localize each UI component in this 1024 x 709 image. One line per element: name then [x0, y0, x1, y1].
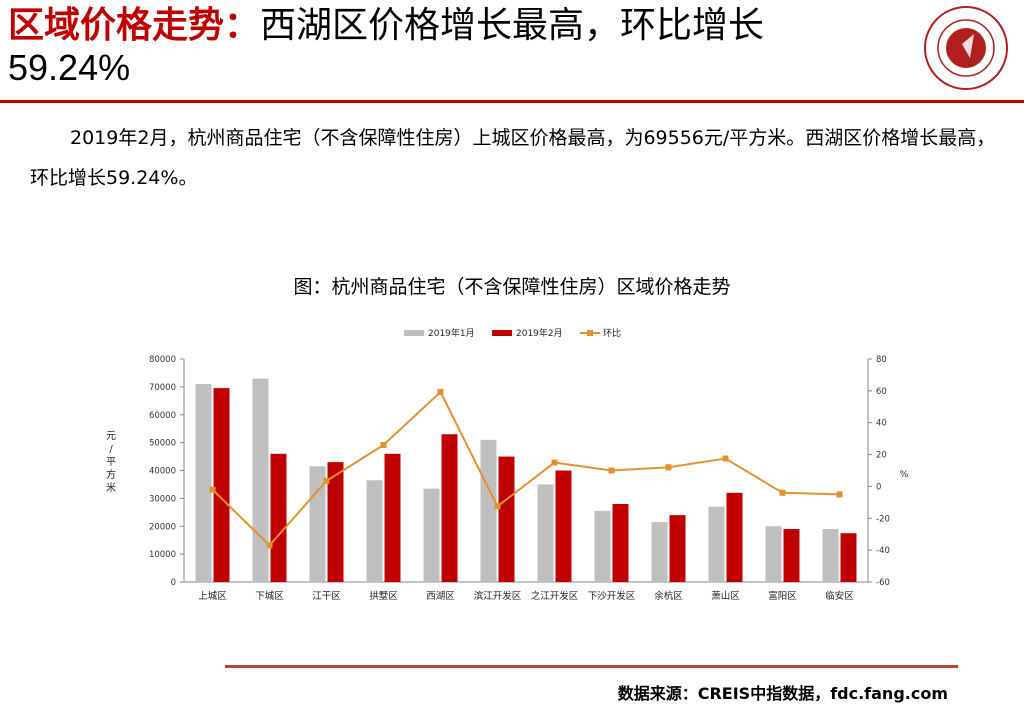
y2-tick-label: 20 — [876, 451, 887, 461]
y-tick-label: 50000 — [149, 439, 176, 449]
x-tick-label: 下沙开发区 — [588, 590, 636, 602]
legend-marker-mom — [587, 330, 593, 336]
bar-jan — [822, 529, 839, 582]
mom-point — [323, 477, 330, 484]
y-axis-label-char: 米 — [106, 481, 116, 494]
mom-point — [836, 491, 843, 498]
bar-jan — [651, 522, 668, 582]
bar-jan — [594, 510, 611, 582]
x-tick-label: 江干区 — [312, 591, 341, 602]
source-divider — [225, 665, 958, 668]
x-tick-label: 之江开发区 — [531, 590, 579, 602]
bar-jan — [252, 378, 269, 582]
bar-feb — [213, 388, 230, 582]
bar-jan — [423, 488, 440, 582]
x-tick-label: 滨江开发区 — [474, 590, 522, 602]
y2-tick-label: -20 — [876, 514, 890, 524]
legend-label-jan: 2019年1月 — [428, 327, 475, 339]
x-tick-label: 临安区 — [825, 590, 854, 602]
bar-jan — [537, 484, 554, 582]
bar-feb — [270, 453, 287, 582]
y-axis-label-char: 方 — [106, 468, 116, 481]
header-divider — [0, 100, 1024, 103]
mom-point — [779, 489, 786, 496]
mom-point — [266, 542, 273, 549]
x-tick-label: 上城区 — [198, 591, 227, 602]
y-tick-label: 70000 — [149, 383, 176, 393]
y-axis-label-char: / — [109, 444, 113, 455]
y-tick-label: 20000 — [149, 522, 176, 532]
mom-point — [437, 389, 444, 396]
bar-feb — [327, 462, 344, 582]
y-tick-label: 0 — [171, 578, 176, 588]
legend-label-feb: 2019年2月 — [516, 327, 563, 339]
x-tick-label: 拱墅区 — [369, 590, 398, 602]
bar-feb — [840, 533, 857, 582]
mom-point — [551, 459, 558, 466]
y-tick-label: 40000 — [149, 467, 176, 477]
x-tick-label: 西湖区 — [426, 591, 455, 602]
bar-feb — [726, 492, 743, 582]
bar-feb — [669, 515, 686, 582]
title-percentage: 59.24% — [8, 47, 131, 88]
y-tick-label: 10000 — [149, 550, 176, 560]
y-tick-label: 60000 — [149, 411, 176, 421]
bar-feb — [612, 503, 629, 582]
mom-point — [494, 503, 501, 510]
price-trend-chart: 0 10000 20000 30000 40000 50000 60000 70000 8000… — [106, 327, 909, 602]
y2-tick-label: 80 — [876, 355, 887, 365]
chart-title: 图：杭州商品住宅（不含保障性住房）区域价格走势 — [293, 276, 731, 298]
y-axis-label-char: 元 — [106, 431, 116, 442]
data-source: 数据来源：CREIS中指数据，fdc.fang.com — [617, 684, 948, 703]
x-tick-label: 富阳区 — [768, 590, 797, 602]
y2-tick-label: 60 — [876, 387, 887, 397]
y2-tick-label: -40 — [876, 546, 890, 556]
y2-tick-label: 0 — [876, 482, 881, 492]
y2-tick-label: -60 — [876, 578, 890, 588]
bar-jan — [195, 384, 212, 582]
mom-point — [665, 464, 672, 471]
legend-swatch-jan — [404, 330, 424, 336]
summary-paragraph: 2019年2月，杭州商品住宅（不含保障性住房）上城区价格最高，为69556元/平… — [30, 127, 996, 189]
x-tick-label: 萧山区 — [711, 590, 740, 602]
y2-axis-label: % — [900, 470, 909, 480]
bar-feb — [498, 456, 515, 582]
mom-point — [209, 486, 216, 493]
bar-jan — [480, 439, 497, 582]
bar-feb — [783, 529, 800, 582]
mom-point — [608, 467, 615, 474]
mom-point — [380, 442, 387, 449]
page-title: 区域价格走势：西湖区价格增长最高，环比增长 59.24% — [8, 4, 918, 88]
y-tick-label: 80000 — [149, 355, 176, 365]
x-tick-label: 下城区 — [255, 591, 284, 602]
x-tick-label: 余杭区 — [654, 590, 683, 602]
y-axis-label-char: 平 — [106, 457, 116, 468]
bar-feb — [384, 453, 401, 582]
bar-feb — [555, 470, 572, 582]
bar-feb — [441, 434, 458, 582]
y-tick-label: 30000 — [149, 494, 176, 504]
title-highlight: 区域价格走势： — [8, 5, 261, 46]
y2-tick-label: 40 — [876, 419, 887, 429]
bar-jan — [366, 480, 383, 582]
mom-point — [722, 455, 729, 462]
legend-swatch-feb — [492, 330, 512, 336]
legend-label-mom: 环比 — [603, 327, 621, 339]
bar-jan — [765, 526, 782, 582]
china-index-academy-logo — [924, 6, 1008, 90]
mom-line — [211, 390, 840, 547]
bar-jan — [708, 506, 725, 582]
title-text: 西湖区价格增长最高，环比增长 — [260, 5, 765, 46]
